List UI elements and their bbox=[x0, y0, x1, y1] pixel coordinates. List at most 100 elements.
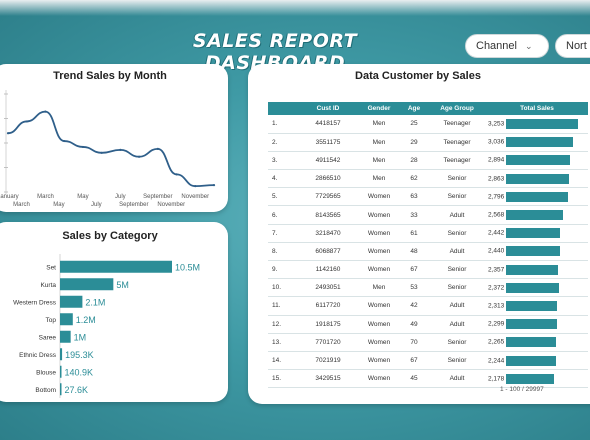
age-group-cell: Adult bbox=[428, 315, 486, 334]
col-total-sales[interactable]: Total Sales bbox=[486, 102, 588, 115]
x-tick-label: March bbox=[13, 202, 30, 208]
category-bar[interactable] bbox=[60, 295, 83, 308]
total-sales-value: 3,036 bbox=[488, 139, 505, 146]
trend-sales-card: Trend Sales by Month JanuaryMarchMayJuly… bbox=[0, 64, 228, 212]
trend-point bbox=[175, 173, 178, 176]
category-bar[interactable] bbox=[60, 313, 73, 326]
category-label: Ethnic Dress bbox=[19, 352, 57, 359]
gender-cell: Women bbox=[358, 369, 400, 389]
category-label: Top bbox=[46, 317, 57, 324]
total-sales-value: 2,863 bbox=[488, 175, 505, 183]
age-cell: 53 bbox=[400, 278, 428, 298]
category-label: Bottom bbox=[35, 387, 56, 394]
table-row[interactable]: 6. 8143565 Women 33 Adult 2,568 bbox=[268, 205, 588, 225]
col-age-group[interactable]: Age Group bbox=[428, 102, 486, 115]
region-filter[interactable]: Nort bbox=[555, 34, 590, 58]
table-pagination: 1 - 100 / 29997 bbox=[500, 386, 544, 393]
category-value-label: 1.2M bbox=[76, 315, 96, 325]
x-tick-label: November bbox=[157, 202, 185, 208]
category-bar[interactable] bbox=[60, 278, 114, 291]
cust-id-cell: 3429515 bbox=[298, 369, 358, 389]
table-row[interactable]: 15. 3429515 Women 45 Adult 2,178 bbox=[268, 369, 588, 389]
row-number: 14. bbox=[268, 351, 298, 371]
trend-point bbox=[119, 148, 122, 151]
cust-id-cell: 4418157 bbox=[298, 115, 358, 134]
age-group-cell: Senior bbox=[428, 169, 486, 189]
total-sales-cell: 2,863 bbox=[486, 169, 588, 189]
table-row[interactable]: 11. 6117720 Women 42 Adult 2,313 bbox=[268, 296, 588, 316]
col-cust-id[interactable]: Cust ID bbox=[298, 102, 358, 115]
total-sales-bar bbox=[506, 173, 570, 184]
col-age[interactable]: Age bbox=[400, 102, 428, 115]
total-sales-bar bbox=[506, 373, 555, 384]
total-sales-cell: 3,253 bbox=[486, 115, 588, 134]
total-sales-value: 2,440 bbox=[488, 248, 505, 256]
total-sales-value: 2,313 bbox=[488, 302, 505, 310]
col-gender[interactable]: Gender bbox=[358, 102, 400, 115]
trend-point bbox=[137, 155, 141, 158]
table-row[interactable]: 9. 1142160 Women 67 Senior 2,357 bbox=[268, 260, 588, 280]
age-group-cell: Adult bbox=[428, 205, 486, 225]
trend-point bbox=[6, 132, 10, 135]
category-value-label: 5M bbox=[116, 280, 129, 290]
x-tick-label: January bbox=[0, 194, 19, 200]
row-number: 5. bbox=[268, 187, 298, 207]
total-sales-bar bbox=[506, 155, 571, 166]
total-sales-bar bbox=[506, 355, 557, 366]
customer-table-title: Data Customer by Sales bbox=[355, 70, 481, 82]
trend-point bbox=[44, 110, 47, 113]
table-row[interactable]: 12. 1918175 Women 49 Adult 2,299 bbox=[268, 315, 588, 334]
total-sales-cell: 2,357 bbox=[486, 260, 588, 280]
age-cell: 48 bbox=[400, 242, 428, 262]
sales-by-category-chart: Set 10.5M Kurta 5M Western Dress 2.1M Top 1.2M S… bbox=[13, 254, 200, 398]
category-bar[interactable] bbox=[60, 330, 71, 343]
window-top-edge bbox=[0, 0, 590, 16]
age-group-cell: Senior bbox=[428, 224, 486, 243]
total-sales-cell: 2,440 bbox=[486, 242, 588, 262]
category-value-label: 140.9K bbox=[65, 367, 94, 377]
gender-cell: Women bbox=[358, 315, 400, 334]
category-label: Blouse bbox=[36, 369, 56, 376]
table-row[interactable]: 7. 3218470 Women 61 Senior 2,442 bbox=[268, 224, 588, 243]
channel-filter-label: Channel bbox=[476, 40, 517, 52]
total-sales-value: 2,357 bbox=[488, 266, 505, 274]
table-row[interactable]: 3. 4911542 Men 28 Teenager 2,894 bbox=[268, 151, 588, 171]
table-row[interactable]: 14. 7021919 Women 67 Senior 2,244 bbox=[268, 351, 588, 371]
total-sales-cell: 3,036 bbox=[486, 133, 588, 152]
trend-point bbox=[63, 139, 66, 143]
row-number: 2. bbox=[268, 133, 298, 152]
table-row[interactable]: 1. 4418157 Men 25 Teenager 3,253 bbox=[268, 115, 588, 134]
table-row[interactable]: 10. 2493051 Men 53 Senior 2,372 bbox=[268, 278, 588, 298]
age-group-cell: Senior bbox=[428, 351, 486, 371]
region-filter-label: Nort bbox=[566, 40, 587, 52]
age-cell: 29 bbox=[400, 133, 428, 152]
age-group-cell: Adult bbox=[428, 242, 486, 262]
gender-cell: Women bbox=[358, 187, 400, 207]
cust-id-cell: 7729565 bbox=[298, 187, 358, 207]
age-cell: 33 bbox=[400, 205, 428, 225]
total-sales-bar bbox=[506, 210, 564, 221]
age-group-cell: Adult bbox=[428, 296, 486, 316]
table-row[interactable]: 4. 2866510 Men 62 Senior 2,863 bbox=[268, 169, 588, 189]
table-row[interactable]: 13. 7701720 Women 70 Senior 2,265 bbox=[268, 333, 588, 352]
table-row[interactable]: 2. 3551175 Men 29 Teenager 3,036 bbox=[268, 133, 588, 152]
gender-cell: Men bbox=[358, 169, 400, 189]
table-row[interactable]: 5. 7729565 Women 63 Senior 2,796 bbox=[268, 187, 588, 207]
gender-cell: Women bbox=[358, 260, 400, 280]
cust-id-cell: 7701720 bbox=[298, 333, 358, 352]
table-row[interactable]: 8. 6068877 Women 48 Adult 2,440 bbox=[268, 242, 588, 262]
category-bar[interactable] bbox=[60, 348, 63, 361]
cust-id-cell: 1142160 bbox=[298, 260, 358, 280]
x-tick-label: March bbox=[37, 194, 54, 200]
category-value-label: 2.1M bbox=[85, 297, 105, 307]
channel-filter[interactable]: Channel ⌄ bbox=[465, 34, 549, 58]
row-number: 13. bbox=[268, 333, 298, 352]
gender-cell: Women bbox=[358, 205, 400, 225]
cust-id-cell: 8143565 bbox=[298, 205, 358, 225]
age-cell: 61 bbox=[400, 224, 428, 243]
age-group-cell: Teenager bbox=[428, 115, 486, 134]
category-bar[interactable] bbox=[60, 260, 172, 273]
cust-id-cell: 2493051 bbox=[298, 278, 358, 298]
category-bar[interactable] bbox=[60, 365, 62, 378]
category-bar[interactable] bbox=[60, 383, 62, 396]
